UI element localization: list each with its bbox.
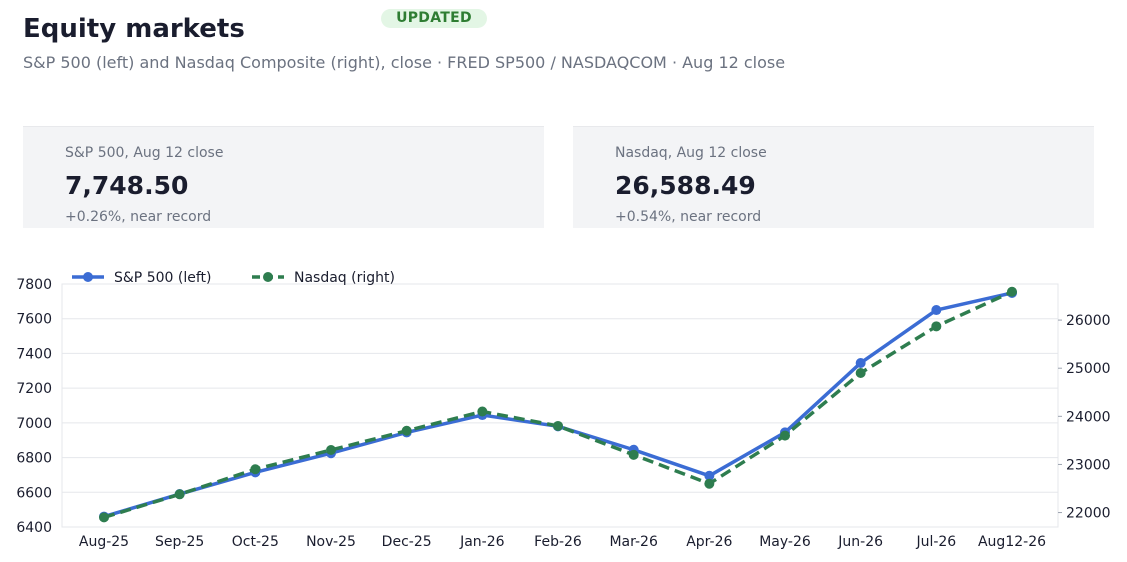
sp500-line — [103, 291, 1013, 519]
legend-swatch-marker — [83, 272, 93, 282]
y-left-tick-label: 7800 — [16, 277, 52, 293]
plot-frame — [61, 283, 1059, 528]
nasdaq-card: Nasdaq, Aug 12 close 26,588.49 +0.54%, n… — [573, 126, 1094, 228]
y-right-tick-label: 22000 — [1066, 506, 1111, 522]
y-left-tick-label: 6400 — [16, 520, 52, 536]
y-right-tick-label: 25000 — [1066, 361, 1111, 377]
nasdaq-point — [174, 489, 185, 500]
sp500-card-note: +0.26%, near record — [65, 209, 212, 225]
y-left-tick-label: 7000 — [16, 416, 52, 432]
y-left-tick-label: 7200 — [16, 381, 52, 397]
chart-axes: 6400 6600 6800 7000 7200 7400 7600 7800 22000 230… — [16, 277, 1110, 550]
chart-grid — [61, 283, 1059, 528]
legend-swatch-marker — [263, 272, 273, 282]
x-tick-label: May-26 — [759, 534, 811, 550]
sp500-point — [931, 305, 942, 316]
y-right-tick-label: 26000 — [1066, 313, 1111, 329]
status-badge: UPDATED — [381, 9, 487, 28]
page-subtitle: S&P 500 (left) and Nasdaq Composite (rig… — [23, 53, 786, 72]
nasdaq-point — [780, 430, 790, 441]
x-tick-label: Aug-25 — [79, 534, 129, 550]
nasdaq-point — [931, 321, 942, 332]
nasdaq-point — [99, 512, 109, 523]
nasdaq-card-label: Nasdaq, Aug 12 close — [615, 145, 767, 161]
sp500-card-label: S&P 500, Aug 12 close — [65, 145, 224, 161]
y-left-tick-label: 7600 — [16, 312, 52, 328]
nasdaq-point — [704, 478, 715, 489]
x-tick-label: Sep-25 — [155, 534, 204, 550]
nasdaq-point — [855, 368, 866, 379]
nasdaq-point — [401, 425, 412, 436]
page-title: Equity markets — [23, 14, 245, 44]
legend-label: Nasdaq (right) — [294, 270, 395, 286]
y-left-tick-label: 7400 — [16, 346, 52, 362]
sp500-point — [704, 470, 715, 481]
x-tick-label: Jul-26 — [915, 534, 956, 550]
sp500-card: S&P 500, Aug 12 close 7,748.50 +0.26%, n… — [23, 126, 544, 228]
x-tick-label: Jan-26 — [459, 534, 505, 550]
nasdaq-card-note: +0.54%, near record — [615, 209, 762, 225]
y-right-tick-label: 24000 — [1066, 409, 1111, 425]
y-left-tick-label: 6800 — [16, 451, 52, 467]
nasdaq-point — [1007, 286, 1017, 297]
nasdaq-card-value: 26,588.49 — [615, 171, 756, 200]
x-tick-label: Aug12-26 — [978, 534, 1046, 550]
nasdaq-point — [477, 406, 488, 417]
y-left-tick-label: 6600 — [16, 485, 52, 501]
legend-label: S&P 500 (left) — [114, 270, 211, 286]
sp500-point — [855, 357, 866, 368]
x-tick-label: Nov-25 — [306, 534, 356, 550]
nasdaq-point — [250, 464, 261, 475]
x-tick-label: Jun-26 — [837, 534, 883, 550]
nasdaq-point — [553, 420, 563, 431]
x-tick-label: Apr-26 — [686, 534, 732, 550]
y-right-tick-label: 23000 — [1066, 457, 1111, 473]
x-tick-label: Mar-26 — [609, 534, 657, 550]
chart-series — [99, 286, 1017, 523]
equity-line-chart: 6400 6600 6800 7000 7200 7400 7600 7800 22000 230… — [16, 270, 1110, 550]
x-tick-label: Oct-25 — [232, 534, 279, 550]
x-tick-label: Dec-25 — [382, 534, 432, 550]
chart-legend: S&P 500 (left) Nasdaq (right) — [72, 270, 395, 286]
x-tick-label: Feb-26 — [534, 534, 582, 550]
nasdaq-point — [628, 449, 639, 460]
sp500-card-value: 7,748.50 — [65, 171, 189, 200]
nasdaq-point — [326, 445, 336, 456]
nasdaq-line — [103, 290, 1013, 520]
